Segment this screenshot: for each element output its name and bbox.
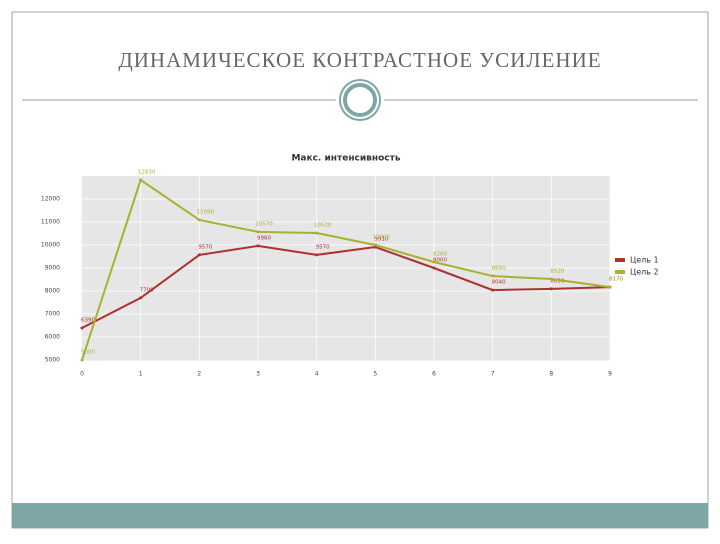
data-label: 7700 (140, 287, 154, 293)
x-tick-label: 7 (491, 371, 495, 378)
data-label: 11090 (197, 209, 215, 215)
chart-title: Макс. интенсивность (291, 154, 400, 164)
point (139, 178, 143, 182)
data-label: 8170 (609, 277, 623, 283)
x-tick-label: 5 (373, 371, 377, 378)
data-label: 9960 (257, 235, 271, 241)
x-tick-label: 8 (549, 371, 553, 378)
y-tick-label: 6000 (45, 334, 60, 341)
point (197, 253, 201, 257)
y-tick-label: 12000 (41, 196, 60, 203)
y-tick-label: 9000 (45, 265, 60, 272)
y-tick-label: 5000 (45, 357, 60, 364)
data-label: 9570 (198, 244, 212, 250)
ornament (339, 79, 381, 121)
data-label: 9910 (374, 237, 388, 243)
data-label: 9000 (433, 258, 447, 264)
data-label: 8520 (550, 269, 564, 275)
data-label: 10570 (255, 221, 273, 227)
point (139, 296, 143, 300)
point (80, 326, 84, 330)
point (373, 243, 377, 247)
data-label: 5000 (81, 350, 95, 356)
data-label: 6390 (81, 318, 95, 324)
x-tick-label: 1 (139, 371, 143, 378)
x-tick-label: 6 (432, 371, 436, 378)
y-tick-label: 11000 (41, 219, 60, 226)
point (549, 287, 553, 291)
legend-swatch (615, 258, 625, 262)
data-label: 9570 (316, 244, 330, 250)
point (549, 277, 553, 281)
data-label: 10520 (314, 223, 332, 229)
legend-label: Цель 1 (630, 256, 659, 265)
legend-label: Цель 2 (630, 268, 659, 277)
legend-swatch (615, 270, 625, 274)
data-label: 9260 (433, 252, 447, 258)
point (80, 358, 84, 362)
point (491, 288, 495, 292)
x-tick-label: 9 (608, 371, 612, 378)
data-label: 8040 (492, 280, 506, 286)
point (491, 274, 495, 278)
series-line (81, 178, 611, 361)
data-label: 8090 (550, 278, 564, 284)
data-label: 10000 (373, 235, 391, 241)
data-label: 8170 (609, 277, 623, 283)
point (256, 244, 260, 248)
point (315, 231, 319, 235)
point (256, 230, 260, 234)
point (197, 218, 201, 222)
data-label: 8650 (492, 266, 506, 272)
x-tick-label: 4 (315, 371, 319, 378)
y-tick-label: 8000 (45, 288, 60, 295)
x-tick-label: 3 (256, 371, 260, 378)
point (373, 245, 377, 249)
point (608, 285, 612, 289)
x-tick-label: 2 (197, 371, 201, 378)
point (315, 253, 319, 257)
y-tick-label: 10000 (41, 242, 60, 249)
data-label: 12830 (138, 169, 156, 175)
x-tick-label: 0 (80, 371, 84, 378)
point (432, 260, 436, 264)
footer-bar (12, 503, 708, 528)
point (432, 266, 436, 270)
series-line (81, 244, 611, 329)
y-tick-label: 7000 (45, 311, 60, 318)
ornament (343, 83, 377, 117)
slide-title: ДИНАМИЧЕСКОЕ КОНТРАСТНОЕ УСИЛЕНИЕ (118, 48, 601, 72)
